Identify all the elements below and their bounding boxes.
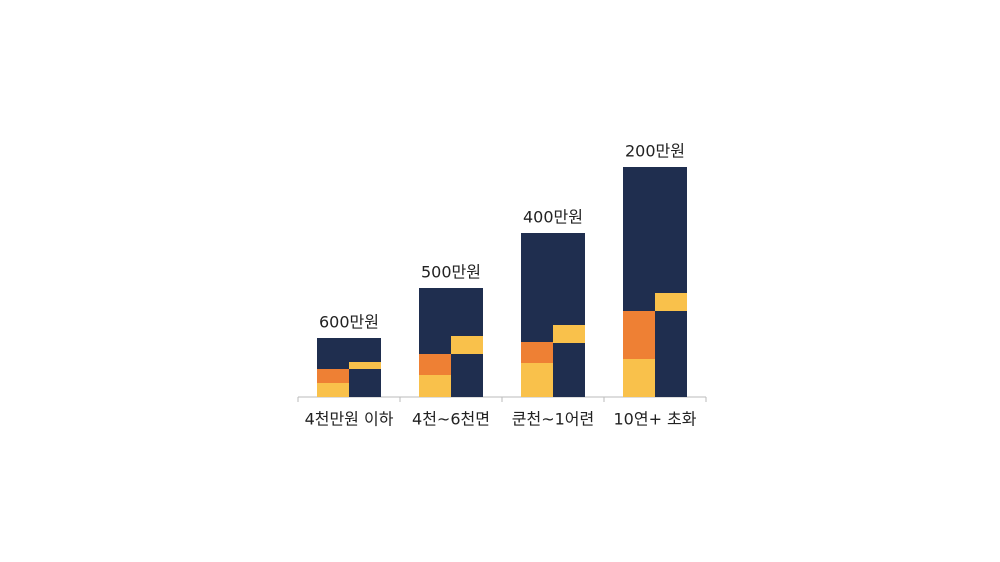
bar-segment bbox=[521, 363, 553, 397]
bar-segment bbox=[553, 343, 585, 397]
bar-top-label: 500만원 bbox=[421, 263, 481, 282]
bar-segment bbox=[655, 167, 687, 293]
bar-top-label: 200만원 bbox=[625, 142, 685, 161]
bar-segment bbox=[349, 369, 381, 397]
x-tick-label: 10연+ 초화 bbox=[613, 410, 696, 429]
bar-segment bbox=[623, 359, 655, 397]
bar-segment bbox=[349, 338, 381, 362]
bar-segment bbox=[553, 325, 585, 343]
bar-segment bbox=[349, 362, 381, 369]
bar-segment bbox=[655, 293, 687, 311]
bar-segment bbox=[553, 233, 585, 325]
bar-top-label: 400만원 bbox=[523, 208, 583, 227]
x-tick-label: 4천~6천면 bbox=[412, 410, 490, 429]
bar-segment bbox=[623, 311, 655, 359]
bar-segment bbox=[419, 354, 451, 375]
x-tick-label: 쿤천~1어련 bbox=[512, 410, 594, 429]
bar-segment bbox=[419, 375, 451, 397]
bar-top-label: 600만원 bbox=[319, 313, 379, 332]
bar-segment bbox=[317, 383, 349, 397]
bar-segment bbox=[451, 288, 483, 336]
bar-segment bbox=[317, 369, 349, 383]
bar-segment bbox=[451, 336, 483, 354]
bar-segment bbox=[623, 167, 655, 311]
bar-segment bbox=[521, 233, 553, 342]
bar-segment bbox=[451, 354, 483, 397]
x-tick-label: 4천만원 이하 bbox=[305, 410, 394, 429]
bar-segment bbox=[655, 311, 687, 397]
bar-segment bbox=[419, 288, 451, 354]
bar-segment bbox=[317, 338, 349, 369]
bar-segment bbox=[521, 342, 553, 363]
